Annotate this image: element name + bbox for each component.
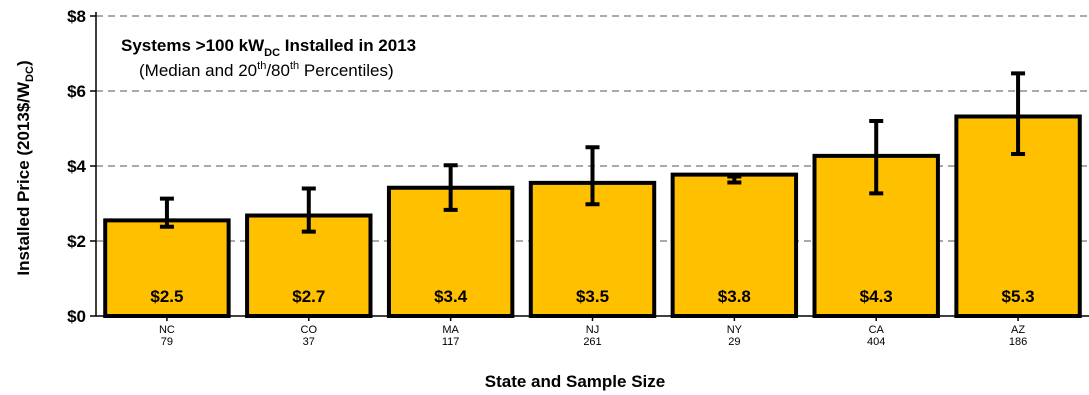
x-tick-label-n: 37: [303, 336, 315, 348]
x-tick-label-state: MA: [442, 324, 459, 336]
x-tick-label-n: 117: [442, 336, 460, 348]
chart-subtitle: (Median and 20th/80th Percentiles): [139, 60, 394, 80]
bar-value-label: $2.5: [150, 287, 183, 306]
bar-value-label: $5.3: [1002, 287, 1035, 306]
x-tick-label-state: NJ: [586, 324, 599, 336]
x-tick-label-n: 79: [161, 336, 173, 348]
x-tick-label-state: CA: [869, 324, 885, 336]
bars: [103, 114, 1082, 318]
x-tick-label-n: 404: [867, 336, 885, 348]
y-tick-label: $2: [67, 232, 86, 251]
bar-value-label: $3.4: [434, 287, 468, 306]
y-tick-label: $4: [67, 157, 86, 176]
bar-value-label: $4.3: [860, 287, 893, 306]
chart-title: Systems >100 kWDC Installed in 2013: [121, 36, 416, 59]
bar-value-label: $3.8: [718, 287, 751, 306]
x-tick-label-n: 29: [728, 336, 740, 348]
bar-value-label: $3.5: [576, 287, 609, 306]
y-tick-label: $6: [67, 82, 86, 101]
x-tick-label-state: NY: [727, 324, 743, 336]
x-tick-label-n: 186: [1009, 336, 1027, 348]
error-bars: [159, 71, 1026, 234]
y-tick-label: $8: [67, 7, 86, 26]
x-tick-label-state: AZ: [1011, 324, 1025, 336]
x-tick-label-n: 261: [583, 336, 601, 348]
x-axis-title: State and Sample Size: [485, 372, 665, 391]
y-axis-title: Installed Price (2013$/WDC): [14, 60, 36, 275]
x-tick-label-state: CO: [301, 324, 318, 336]
bar-value-label: $2.7: [292, 287, 325, 306]
x-tick-label-state: NC: [159, 324, 175, 336]
y-tick-label: $0: [67, 307, 86, 326]
bar-nc: [103, 218, 231, 318]
